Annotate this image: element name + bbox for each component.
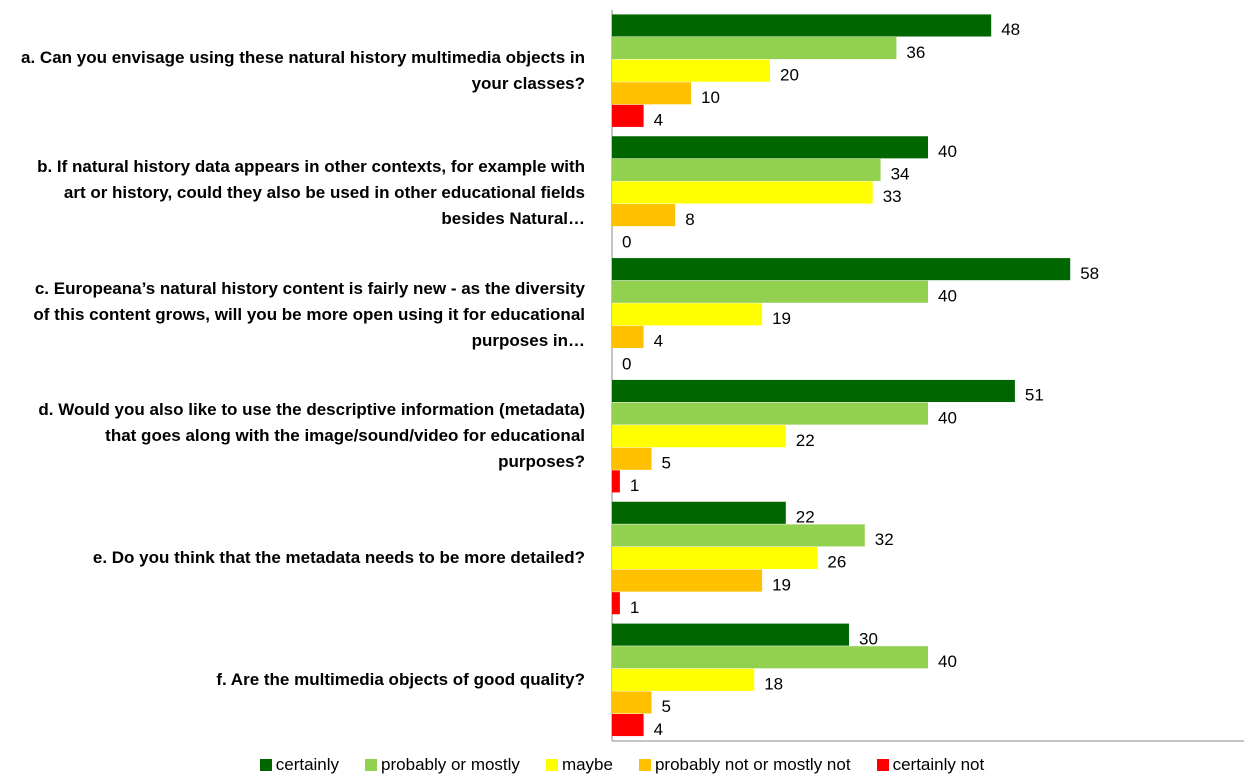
bar <box>612 37 897 60</box>
bar <box>612 181 873 204</box>
bar <box>612 158 881 181</box>
category-label: f. Are the multimedia objects of good qu… <box>216 670 585 690</box>
category-label: e. Do you think that the metadata needs … <box>92 548 585 568</box>
legend-swatch <box>365 759 378 771</box>
bar <box>612 136 928 159</box>
value-label: 5 <box>662 697 671 716</box>
value-label: 22 <box>796 508 815 527</box>
legend-item: probably or mostly <box>365 755 520 775</box>
bar <box>612 713 644 737</box>
value-label: 0 <box>622 354 631 373</box>
bar <box>612 82 691 105</box>
value-label: 26 <box>827 553 846 572</box>
bar <box>612 379 1015 403</box>
legend-swatch <box>638 759 651 771</box>
value-label: 19 <box>772 309 791 328</box>
value-label: 40 <box>938 286 957 305</box>
bar <box>612 258 1071 281</box>
value-label: 40 <box>938 652 957 671</box>
value-label: 4 <box>654 332 663 351</box>
value-label: 58 <box>1080 264 1099 283</box>
value-label: 18 <box>764 675 783 694</box>
legend-label: certainly not <box>892 755 985 774</box>
bar <box>612 280 928 303</box>
value-label: 34 <box>891 165 910 184</box>
bar <box>612 325 644 348</box>
value-label: 1 <box>630 598 639 617</box>
bar <box>612 691 652 714</box>
legend-swatch <box>259 759 272 771</box>
legend-item: probably not or mostly not <box>638 755 851 775</box>
category-label: a. Can you envisage using these natural … <box>21 47 585 93</box>
value-label: 51 <box>1025 386 1044 405</box>
bar <box>612 592 620 615</box>
value-label: 48 <box>1001 20 1020 39</box>
legend-label: certainly <box>275 755 340 774</box>
value-label: 1 <box>630 476 639 495</box>
legend-item: maybe <box>545 755 613 775</box>
value-label: 36 <box>906 43 925 62</box>
legend-swatch <box>876 759 889 771</box>
bar <box>612 104 644 127</box>
bar <box>612 524 865 547</box>
category-label: c. Europeana’s natural history content i… <box>33 278 585 350</box>
value-label: 0 <box>622 232 631 251</box>
value-label: 30 <box>859 629 878 648</box>
bar <box>612 59 770 82</box>
bar <box>612 470 620 493</box>
bar <box>612 14 992 37</box>
value-label: 19 <box>772 575 791 594</box>
legend-label: maybe <box>561 755 613 774</box>
value-label: 20 <box>780 65 799 84</box>
category-label: b. If natural history data appears in ot… <box>37 156 585 228</box>
bar <box>612 303 763 326</box>
value-label: 4 <box>654 720 663 739</box>
legend-swatch <box>545 759 558 771</box>
bar <box>612 668 755 691</box>
value-label: 32 <box>875 530 894 549</box>
bar <box>612 546 818 570</box>
value-label: 40 <box>938 142 957 161</box>
value-label: 8 <box>685 210 694 229</box>
bar <box>612 402 928 425</box>
bar <box>612 623 849 646</box>
value-label: 4 <box>654 111 663 130</box>
bar <box>612 425 786 448</box>
legend-label: probably not or mostly not <box>654 755 851 774</box>
bar <box>612 204 676 227</box>
category-label: d. Would you also like to use the descri… <box>38 400 585 472</box>
value-label: 33 <box>883 187 902 206</box>
value-label: 5 <box>662 454 671 473</box>
legend-item: certainly not <box>876 755 985 775</box>
legend-label: probably or mostly <box>381 755 520 774</box>
value-label: 22 <box>796 431 815 450</box>
bar <box>612 447 652 470</box>
legend: certainly probably or mostly maybe probably… <box>0 755 1244 775</box>
bar <box>612 646 928 669</box>
bar <box>612 501 786 524</box>
bar <box>612 569 763 592</box>
value-label: 10 <box>701 88 720 107</box>
value-label: 40 <box>938 408 957 427</box>
legend-item: certainly <box>259 755 340 775</box>
